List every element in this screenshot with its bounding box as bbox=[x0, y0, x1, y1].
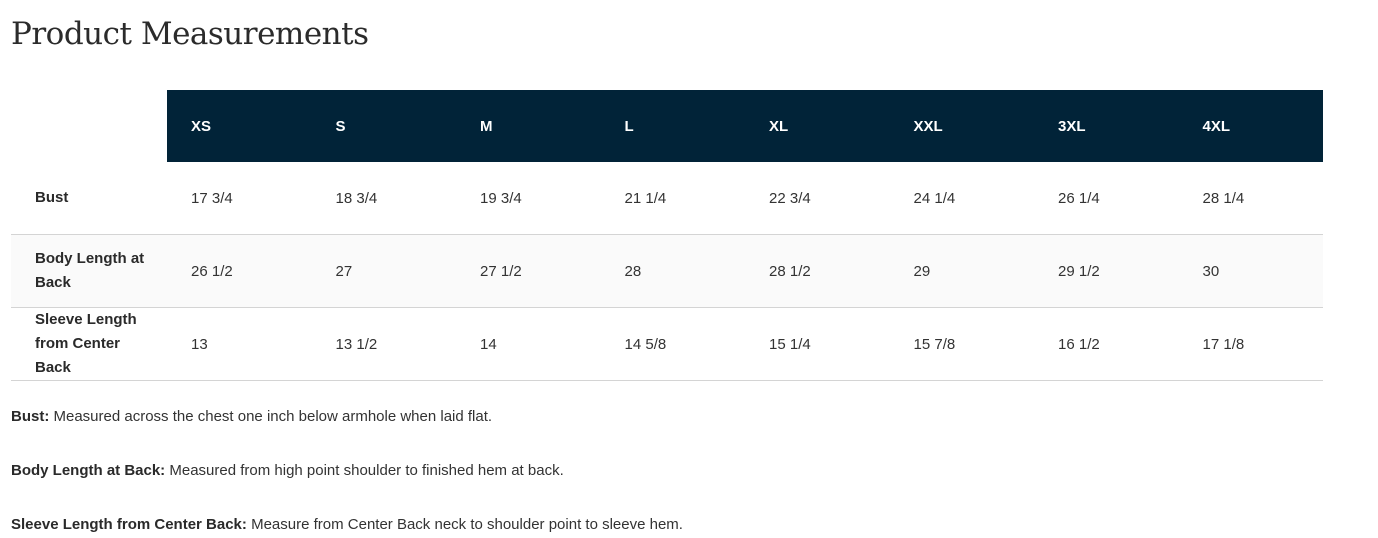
table-cell: 19 3/4 bbox=[456, 162, 601, 235]
note-term: Sleeve Length from Center Back: bbox=[11, 516, 247, 533]
table-cell: 28 1/4 bbox=[1178, 162, 1323, 235]
note-body-length: Body Length at Back: Measured from high … bbox=[11, 462, 564, 479]
table-cell: 14 5/8 bbox=[600, 307, 745, 381]
table-cell: 27 1/2 bbox=[456, 234, 601, 308]
table-cell: 30 bbox=[1178, 234, 1323, 308]
note-text: Measure from Center Back neck to shoulde… bbox=[246, 516, 683, 533]
size-header: XS bbox=[167, 90, 312, 162]
table-cell: 28 1/2 bbox=[745, 234, 890, 308]
note-text: Measured from high point shoulder to fin… bbox=[165, 462, 564, 479]
table-cell: 13 1/2 bbox=[311, 307, 456, 381]
table-row-bust: Bust 17 3/4 18 3/4 19 3/4 21 1/4 22 3/4 … bbox=[11, 162, 1323, 235]
size-header: M bbox=[456, 90, 601, 162]
table-cell: 15 1/4 bbox=[745, 307, 890, 381]
table-cell: 18 3/4 bbox=[311, 162, 456, 235]
table-cell: 17 3/4 bbox=[167, 162, 312, 235]
table-cell: 21 1/4 bbox=[600, 162, 745, 235]
page-title: Product Measurements bbox=[11, 16, 369, 52]
measurements-table: XS S M L XL XXL 3XL 4XL Bust 17 3/4 18 3… bbox=[11, 90, 1323, 381]
table-cell: 29 1/2 bbox=[1034, 234, 1179, 308]
table-row-body-length: Body Length at Back 26 1/2 27 27 1/2 28 … bbox=[11, 234, 1323, 308]
table-cell: 28 bbox=[600, 234, 745, 308]
table-cell: 15 7/8 bbox=[889, 307, 1034, 381]
size-header: 3XL bbox=[1034, 90, 1179, 162]
size-header: XXL bbox=[889, 90, 1034, 162]
table-row-sleeve-length: Sleeve Length from Center Back 13 13 1/2… bbox=[11, 307, 1323, 381]
table-cell: 26 1/4 bbox=[1034, 162, 1179, 235]
table-cell: 27 bbox=[311, 234, 456, 308]
size-header: 4XL bbox=[1178, 90, 1323, 162]
table-cell: 17 1/8 bbox=[1178, 307, 1323, 381]
size-header: S bbox=[311, 90, 456, 162]
table-cell: 24 1/4 bbox=[889, 162, 1034, 235]
table-cell: 13 bbox=[167, 307, 312, 381]
header-blank-cell bbox=[11, 90, 167, 162]
note-text: Measured across the chest one inch below… bbox=[49, 408, 493, 425]
table-cell: 22 3/4 bbox=[745, 162, 890, 235]
size-header-row: XS S M L XL XXL 3XL 4XL bbox=[11, 90, 1323, 162]
note-term: Bust: bbox=[11, 408, 50, 425]
table-cell: 29 bbox=[889, 234, 1034, 308]
row-label: Sleeve Length from Center Back bbox=[11, 307, 167, 381]
row-label: Body Length at Back bbox=[11, 234, 167, 308]
table-cell: 14 bbox=[456, 307, 601, 381]
note-sleeve-length: Sleeve Length from Center Back: Measure … bbox=[11, 516, 683, 533]
table-cell: 16 1/2 bbox=[1034, 307, 1179, 381]
size-header: L bbox=[600, 90, 745, 162]
note-bust: Bust: Measured across the chest one inch… bbox=[11, 408, 492, 425]
size-header: XL bbox=[745, 90, 890, 162]
note-term: Body Length at Back: bbox=[11, 462, 166, 479]
table-cell: 26 1/2 bbox=[167, 234, 312, 308]
row-label: Bust bbox=[11, 162, 167, 235]
